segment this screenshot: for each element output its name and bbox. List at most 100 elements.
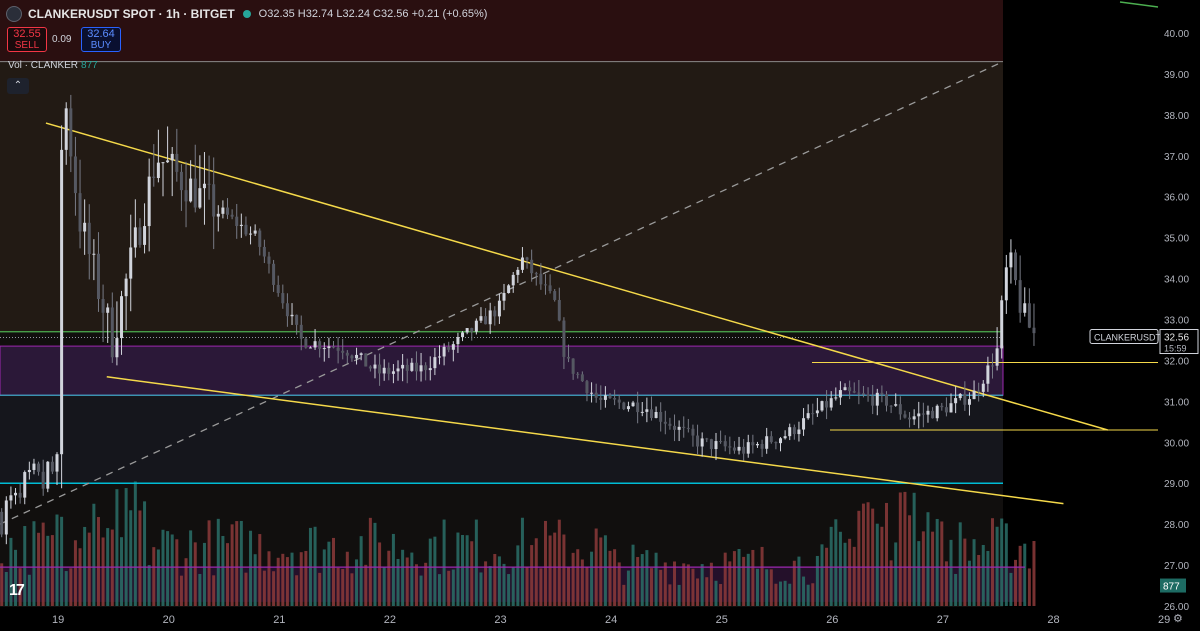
price-tick-label: 27.00 <box>1164 561 1189 572</box>
candle-body <box>673 425 677 430</box>
volume-bar <box>691 568 695 606</box>
candle-body <box>276 284 280 294</box>
price-tick-label: 30.00 <box>1164 438 1189 449</box>
volume-bar <box>742 556 746 606</box>
sell-label: SELL <box>14 40 40 51</box>
price-tick-label: 40.00 <box>1164 29 1189 40</box>
price-axis[interactable]: 40.00 39.00 38.00 37.00 36.00 35.00 34.00 33.00… <box>1089 29 1199 613</box>
volume-bar <box>120 537 124 606</box>
volume-bar <box>622 584 626 606</box>
volume-bar <box>207 520 211 606</box>
volume-bar <box>663 562 667 606</box>
candle-body <box>700 438 704 447</box>
volume-bar <box>184 558 188 606</box>
volume-bar <box>571 552 575 606</box>
volume-bar <box>221 535 225 606</box>
volume-bar <box>857 510 861 606</box>
candle-body <box>143 226 147 245</box>
symbol-title[interactable]: CLANKERUSDT SPOT · 1h · BITGET <box>28 7 235 21</box>
volume-bar <box>1009 572 1013 606</box>
volume-bar <box>290 552 294 606</box>
volume-bar <box>474 519 478 606</box>
volume-bar <box>258 534 262 606</box>
candle-body <box>147 176 151 227</box>
candle-body <box>737 446 741 451</box>
volume-bar <box>318 572 322 606</box>
candle-body <box>861 393 865 395</box>
volume-bar <box>262 570 266 606</box>
sell-button[interactable]: 32.55 SELL <box>7 27 47 52</box>
settings-gear-icon[interactable]: ⚙ <box>1173 613 1183 625</box>
candle-body <box>244 224 248 235</box>
volume-bar <box>626 570 630 606</box>
candle-body <box>935 405 939 419</box>
volume-bar <box>746 553 750 606</box>
volume-bar <box>235 521 239 606</box>
volume-bar <box>838 531 842 606</box>
candle-body <box>387 367 391 374</box>
candle-body <box>78 193 82 232</box>
candle-body <box>820 401 824 411</box>
candle-body <box>576 373 580 375</box>
volume-bar <box>41 522 45 606</box>
candle-body <box>511 274 515 286</box>
ohlc-readout: O32.35 H32.74 L32.24 C32.56 +0.21 (+0.65… <box>258 8 488 20</box>
candle-body <box>765 436 769 449</box>
candle-body <box>659 411 663 422</box>
candle-body <box>779 438 783 444</box>
mid-dark-region <box>0 395 1003 484</box>
candle-body <box>497 300 501 317</box>
time-tick-label: 22 <box>384 614 396 626</box>
candle-body <box>391 371 395 374</box>
countdown-text: 15:59 <box>1164 344 1187 354</box>
candle-body <box>857 392 861 394</box>
candle-body <box>166 160 170 163</box>
volume-bar <box>479 572 483 606</box>
volume-bar <box>230 524 234 606</box>
drawing-lines[interactable] <box>0 1 1159 568</box>
volume-bar <box>179 575 183 606</box>
volume-bar <box>885 502 888 606</box>
candle-body <box>709 439 713 450</box>
volume-bar <box>921 531 925 606</box>
volume-legend[interactable]: Vol · CLANKER 877 <box>8 60 98 71</box>
symbol-header[interactable]: CLANKERUSDT SPOT · 1h · BITGET O32.35 H3… <box>6 5 487 23</box>
volume-bars <box>0 481 1036 606</box>
price-tick-label: 37.00 <box>1164 152 1189 163</box>
volume-bar <box>32 521 36 606</box>
sell-price: 32.55 <box>13 28 41 40</box>
candle-body <box>410 362 414 371</box>
volume-bar <box>806 584 810 606</box>
candle-body <box>437 356 441 358</box>
volume-bar <box>977 554 981 606</box>
volume-bar <box>889 560 893 606</box>
volume-bar <box>129 510 133 606</box>
candle-body <box>484 316 488 325</box>
candle-body <box>424 365 428 371</box>
volume-bar <box>954 573 958 606</box>
volume-bar <box>576 549 580 606</box>
candle-body <box>871 396 875 406</box>
candle-body <box>4 500 8 535</box>
volume-bar <box>69 568 73 606</box>
candle-body <box>797 429 801 435</box>
volume-bar <box>143 501 147 606</box>
candle-body <box>120 296 124 339</box>
candle-body <box>728 446 732 448</box>
time-tick-label: 27 <box>937 614 949 626</box>
candle-body <box>69 108 73 157</box>
volume-bar <box>124 488 128 606</box>
time-axis[interactable]: 19 20 21 22 23 24 25 26 27 28 29 <box>0 607 1170 631</box>
candle-body <box>908 417 912 420</box>
yellow-trendline <box>106 376 1064 505</box>
volume-bar <box>1000 518 1004 606</box>
volume-bar <box>894 542 898 606</box>
volume-bar <box>1023 543 1027 606</box>
candle-body <box>829 398 833 408</box>
volume-bar <box>368 517 372 606</box>
buy-button[interactable]: 32.64 BUY <box>81 27 121 52</box>
collapse-legend-button[interactable]: ⌃ <box>7 78 29 94</box>
tradingview-logo-icon[interactable]: 17 <box>9 582 25 599</box>
candle-body <box>129 247 133 279</box>
